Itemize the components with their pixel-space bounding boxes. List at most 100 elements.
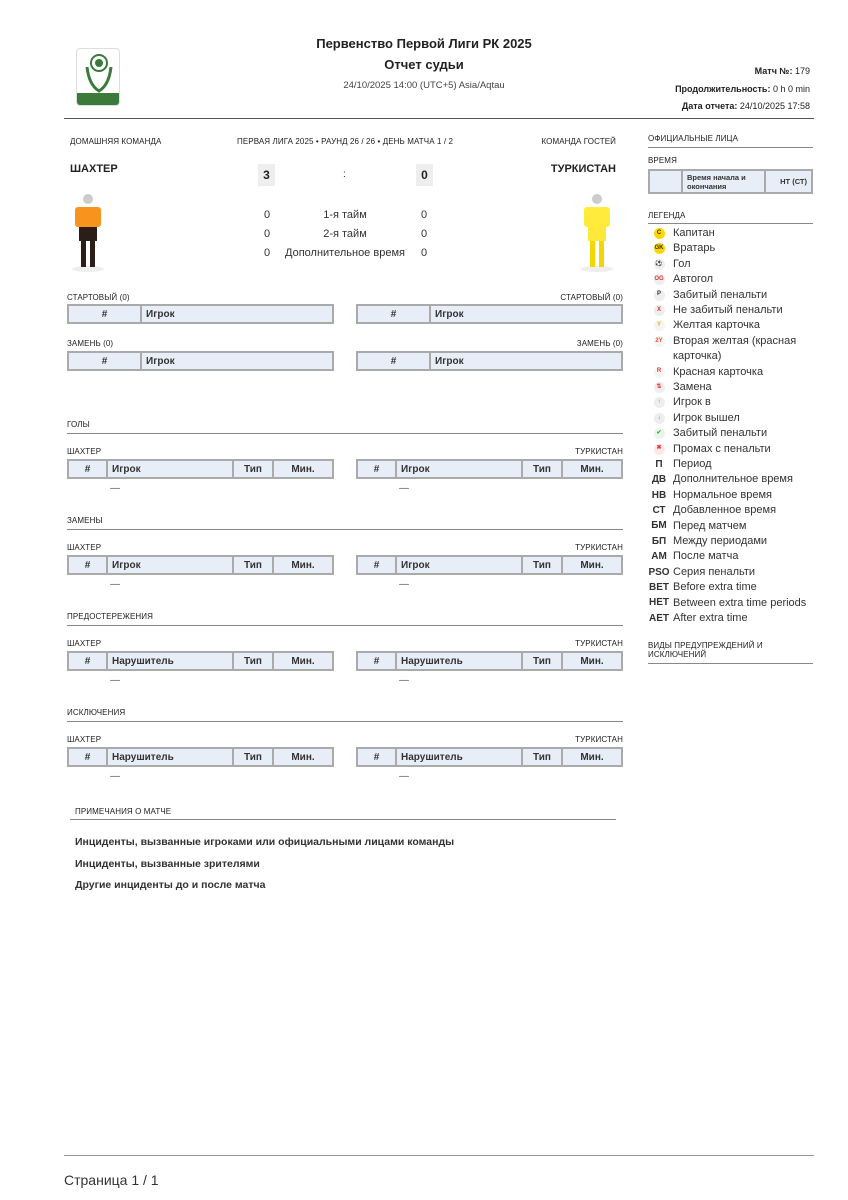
- goalkeeper-icon: GK: [648, 241, 670, 256]
- yellow-card-icon: Y: [648, 318, 670, 333]
- period-home-score: 0: [264, 209, 271, 221]
- header-divider: [64, 118, 814, 119]
- event-table-header: # Нарушитель Тип Мин.: [356, 747, 623, 767]
- home-team-name: ШАХТЕР: [70, 163, 118, 175]
- section-away-team: ТУРКИСТАН: [575, 735, 623, 744]
- legend-item: ⚽ Гол: [648, 257, 818, 272]
- time-col-empty: [650, 171, 683, 192]
- cautions-divider: [648, 663, 813, 664]
- period-label: Дополнительное время: [285, 247, 405, 259]
- officials-divider: [648, 147, 813, 148]
- section-title: ЗАМЕНЫ: [67, 516, 103, 525]
- period-home-score: 0: [264, 247, 271, 259]
- legend-item: ↑ Игрок в: [648, 395, 818, 410]
- second-yellow-icon: 2Y: [648, 334, 670, 349]
- penalty-scored-icon: P: [648, 288, 670, 303]
- away-kit-icon: [581, 194, 613, 272]
- legend-abbreviation: ДВ: [651, 474, 667, 486]
- section-home-team: ШАХТЕР: [67, 447, 102, 456]
- away-team-label: КОМАНДА ГОСТЕЙ: [541, 137, 616, 146]
- player-out-icon: ↓: [648, 411, 670, 426]
- section-title: ПРЕДОСТЕРЕЖЕНИЯ: [67, 612, 153, 621]
- legend-abbreviation: П: [655, 458, 663, 470]
- legend-item: PSO Серия пенальти: [648, 565, 756, 578]
- legend-item: BET Before extra time: [649, 581, 757, 594]
- away-team-name: ТУРКИСТАН: [550, 163, 616, 175]
- goal-icon: ⚽: [648, 257, 670, 272]
- legend-item: ↓ Игрок вышел: [648, 411, 818, 426]
- own-goal-icon: OG: [648, 272, 670, 287]
- report-title: Первенство Первой Лиги РК 2025: [316, 36, 532, 51]
- section-away-team: ТУРКИСТАН: [575, 447, 623, 456]
- period-away-score: 0: [421, 247, 428, 259]
- legend-title: ЛЕГЕНДА: [648, 211, 686, 220]
- legend-abbreviation: BET: [649, 581, 669, 593]
- period-label: 1-я тайм: [323, 209, 367, 221]
- legend-abbreviation: HET: [649, 597, 669, 609]
- match-datetime: 24/10/2025 14:00 (UTC+5) Asia/Aqtau: [343, 80, 505, 91]
- home-team-label: ДОМАШНЯЯ КОМАНДА: [70, 137, 162, 146]
- away-subs-label: ЗАМЕНЬ (0): [576, 339, 623, 348]
- officials-title: ОФИЦИАЛЬНЫЕ ЛИЦА: [648, 134, 739, 143]
- legend-item: 2Y Вторая желтая (красная карточка): [648, 334, 818, 365]
- section-home-team: ШАХТЕР: [67, 543, 102, 552]
- section-divider: [67, 721, 623, 722]
- penalty-missed-icon: X: [648, 303, 670, 318]
- legend-item: БП Между периодами: [648, 534, 818, 549]
- lineup-table-header: # Игрок: [67, 351, 334, 371]
- legend-abbreviation: AET: [649, 612, 669, 624]
- legend-abbreviation: БП: [651, 535, 667, 547]
- away-score: 0: [416, 164, 433, 186]
- event-table-header: # Игрок Тип Мин.: [356, 459, 623, 479]
- round-info: ПЕРВАЯ ЛИГА 2025 • РАУНД 26 / 26 • ДЕНЬ …: [236, 137, 454, 146]
- empty-row: —: [399, 771, 409, 782]
- section-divider: [67, 433, 623, 434]
- legend-item: HET Between extra time periods: [649, 596, 807, 609]
- time-col-ht: НТ (СТ): [780, 177, 807, 186]
- note-item: Инциденты, вызванные зрителями: [75, 857, 260, 870]
- period-away-score: 0: [421, 209, 428, 221]
- event-table-header: # Нарушитель Тип Мин.: [356, 651, 623, 671]
- event-table-header: # Нарушитель Тип Мин.: [67, 747, 334, 767]
- home-score: 3: [258, 164, 275, 186]
- section-divider: [67, 529, 623, 530]
- legend-item: ⇅ Замена: [648, 380, 818, 395]
- empty-row: —: [399, 579, 409, 590]
- legend-item: ✔ Забитый пенальти: [648, 426, 818, 441]
- legend-item: БМ Перед матчем: [648, 519, 818, 534]
- legend-item: СТ Добавленное время: [648, 503, 818, 518]
- home-subs-label: ЗАМЕНЬ (0): [67, 339, 114, 348]
- section-divider: [67, 625, 623, 626]
- empty-row: —: [110, 483, 120, 494]
- player-in-icon: ↑: [648, 395, 670, 410]
- legend-item: GK Вратарь: [648, 241, 818, 256]
- home-kit-icon: [72, 194, 104, 272]
- section-away-team: ТУРКИСТАН: [575, 639, 623, 648]
- legend-item: OG Автогол: [648, 272, 818, 287]
- empty-row: —: [110, 771, 120, 782]
- note-item: Другие инциденты до и после матча: [75, 879, 266, 891]
- captain-icon: C: [648, 226, 670, 241]
- event-table-header: # Игрок Тип Мин.: [356, 555, 623, 575]
- section-home-team: ШАХТЕР: [67, 639, 102, 648]
- legend-item: ✖ Промах с пенальти: [648, 442, 818, 457]
- period-away-score: 0: [421, 228, 428, 240]
- notes-divider: [70, 819, 616, 820]
- score-separator: :: [343, 169, 346, 180]
- duration: Продолжительность: 0 h 0 min: [675, 83, 810, 94]
- legend-abbreviation: PSO: [648, 566, 670, 578]
- legend-divider: [648, 223, 813, 224]
- page-number: Страница 1 / 1: [64, 1172, 159, 1188]
- legend-item: X Не забитый пенальти: [648, 303, 818, 318]
- legend-item: AET After extra time: [649, 612, 748, 624]
- empty-row: —: [399, 483, 409, 494]
- red-card-icon: R: [648, 365, 670, 380]
- period-label: 2-я тайм: [323, 228, 367, 240]
- lineup-table-header: # Игрок: [356, 351, 623, 371]
- substitution-icon: ⇅: [648, 380, 670, 395]
- section-away-team: ТУРКИСТАН: [575, 543, 623, 552]
- report-date: Дата отчета: 24/10/2025 17:58: [681, 101, 810, 111]
- cross-icon: ✖: [648, 442, 670, 457]
- notes-title: ПРИМЕЧАНИЯ О МАТЧЕ: [75, 807, 172, 816]
- time-title: ВРЕМЯ: [648, 156, 677, 165]
